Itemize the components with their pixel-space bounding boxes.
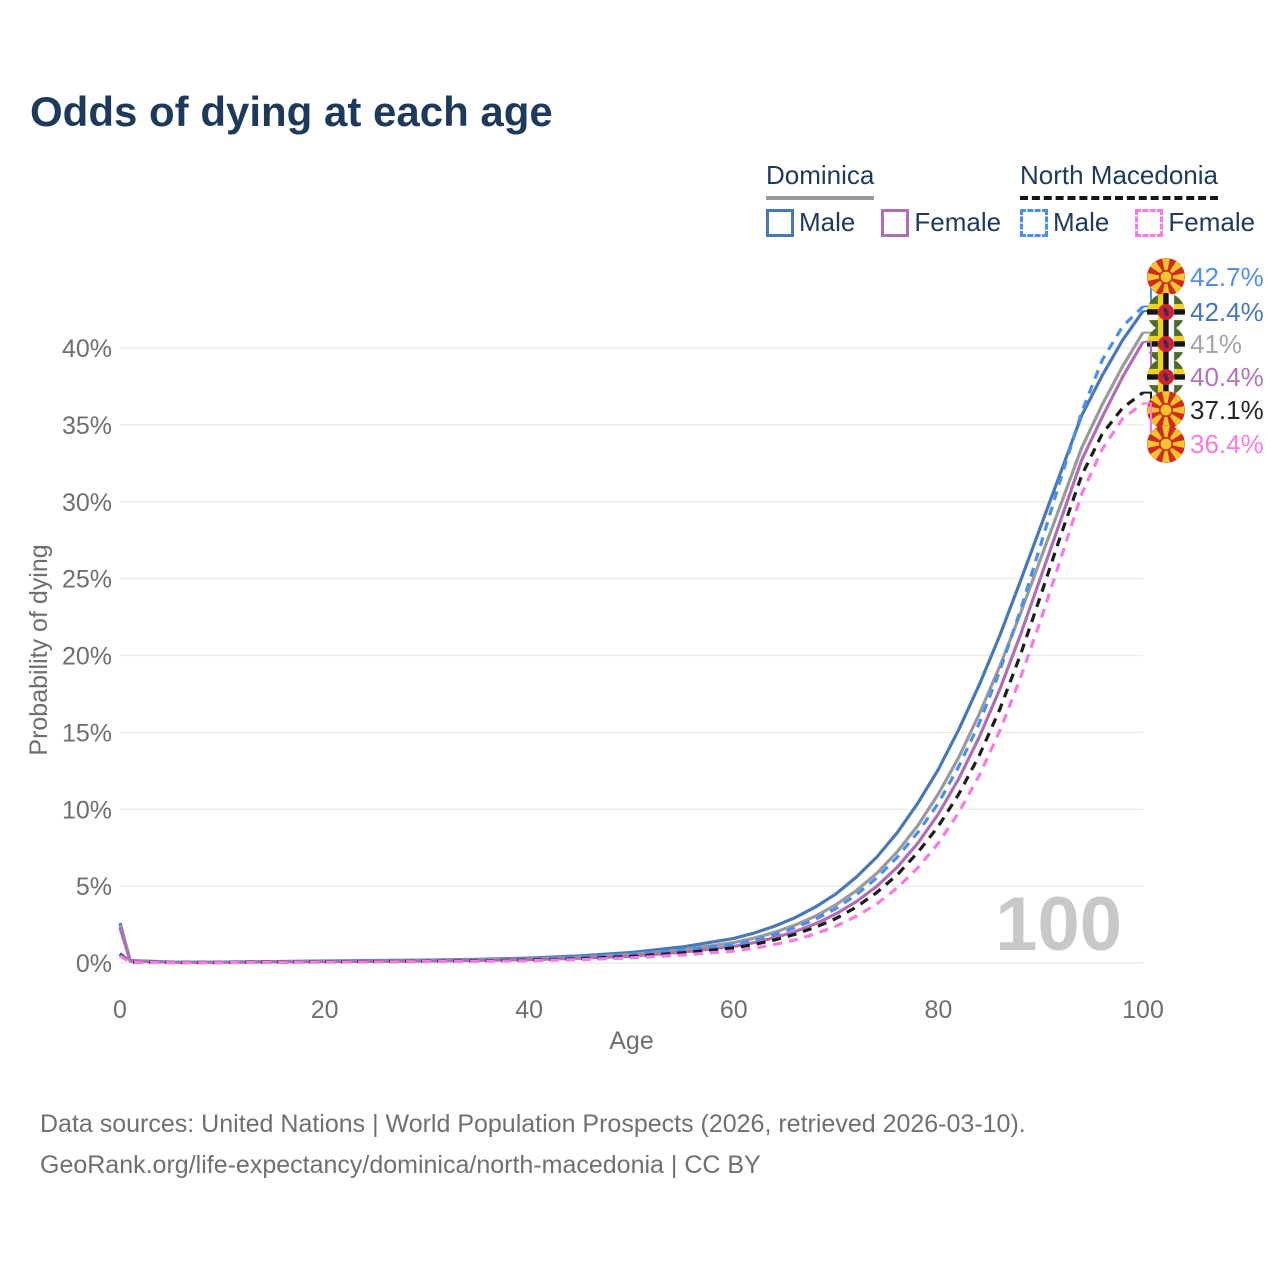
flag-north-macedonia-icon (1147, 391, 1185, 429)
y-tick-label: 0% (76, 950, 112, 978)
flag-north-macedonia-icon (1147, 258, 1185, 296)
north-macedonia-female-swatch-icon (1135, 208, 1164, 237)
y-tick-label: 10% (62, 796, 112, 824)
y-tick-label: 5% (76, 873, 112, 901)
x-tick-label: 80 (924, 996, 952, 1024)
end-value-label-dominica-female: 40.4% (1190, 362, 1264, 392)
series-line-dominica-both[interactable] (118, 331, 1145, 964)
footer-data-sources: Data sources: United Nations | World Pop… (40, 1110, 1026, 1138)
page-title: Odds of dying at each age (30, 88, 553, 135)
flag-north-macedonia-icon (1147, 425, 1185, 463)
footer: Data sources: United Nations | World Pop… (40, 1104, 1026, 1186)
end-value-label-north-macedonia-female: 36.4% (1190, 429, 1264, 459)
x-axis-title: Age (609, 1027, 653, 1055)
y-axis-title: Probability of dying (25, 544, 53, 755)
hover-age-watermark: 100 (995, 882, 1122, 967)
legend-item-north-macedonia-male[interactable]: Male (1020, 207, 1109, 238)
dominica-male-swatch-icon (766, 208, 794, 237)
dominica-female-swatch-icon (881, 208, 910, 237)
end-value-label-north-macedonia-both: 37.1% (1190, 395, 1264, 425)
y-tick-label: 30% (62, 489, 112, 517)
y-tick-label: 40% (62, 335, 112, 363)
x-tick-label: 0 (113, 996, 127, 1024)
legend-item-dominica-female[interactable]: Female (881, 207, 1001, 238)
x-tick-label: 40 (515, 996, 543, 1024)
x-tick-label: 20 (311, 996, 339, 1024)
end-label-connector-north-macedonia-female (1143, 402, 1152, 444)
flag-dominica-icon (1147, 325, 1185, 363)
y-tick-label: 20% (62, 643, 112, 671)
legend-item-label: Female (1168, 207, 1256, 237)
series-line-north-macedonia-male[interactable] (118, 305, 1145, 965)
end-value-label-dominica-male: 42.4% (1190, 297, 1264, 327)
legend-item-label: Male (799, 207, 856, 237)
series-line-dominica-male[interactable] (118, 310, 1145, 964)
y-tick-label: 35% (62, 412, 112, 440)
legend-group-dominica: Dominica Male Female (766, 160, 1001, 238)
x-tick-label: 100 (1122, 996, 1164, 1024)
end-value-label-dominica-both: 41% (1190, 329, 1242, 359)
y-tick-label: 15% (62, 719, 112, 747)
y-tick-label: 25% (62, 566, 112, 594)
legend-item-north-macedonia-female[interactable]: Female (1135, 207, 1255, 238)
legend-country-dominica: Dominica (766, 160, 875, 200)
legend-country-north-macedonia: North Macedonia (1020, 160, 1218, 200)
end-value-label-north-macedonia-male: 42.7% (1190, 262, 1264, 292)
flag-dominica-icon (1147, 358, 1185, 396)
series-line-north-macedonia-female[interactable] (119, 402, 1144, 965)
end-label-connector-dominica-female (1143, 340, 1152, 377)
x-tick-label: 60 (720, 996, 748, 1024)
north-macedonia-male-swatch-icon (1020, 208, 1048, 237)
flag-dominica-icon (1147, 293, 1185, 331)
legend-group-north-macedonia: North Macedonia Male Female (1020, 160, 1255, 238)
legend-item-dominica-male[interactable]: Male (766, 207, 855, 238)
series-line-dominica-female[interactable] (118, 341, 1145, 964)
footer-attribution-link: GeoRank.org/life-expectancy/dominica/nor… (40, 1151, 761, 1179)
series-line-north-macedonia-both[interactable] (119, 391, 1144, 965)
legend-item-label: Female (914, 207, 1002, 237)
legend-item-label: Male (1053, 207, 1110, 237)
